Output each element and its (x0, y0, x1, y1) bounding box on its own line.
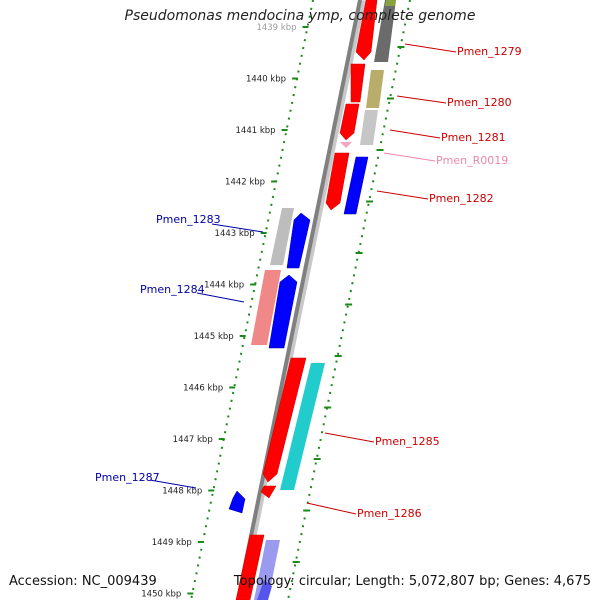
label-line-1287 (149, 479, 197, 489)
tick-label: 1439 kbp (256, 23, 296, 33)
cog-bar-top[interactable] (385, 0, 396, 6)
gene-pmen-1287[interactable] (228, 490, 246, 514)
gene-pmen-1282[interactable] (325, 152, 350, 211)
tick-label: 1447 kbp (173, 435, 213, 445)
cog-bar-1279[interactable] (374, 0, 396, 62)
label-line-1279 (404, 43, 457, 53)
cog-bar-bottom[interactable] (254, 540, 280, 600)
label-pmen-1279[interactable]: Pmen_1279 (457, 45, 522, 58)
gene-pmen-1281[interactable] (339, 103, 360, 141)
gene-pmen-r0019[interactable] (340, 142, 352, 148)
tick-label: 1448 kbp (162, 487, 202, 497)
cog-bar-1284[interactable] (251, 270, 281, 345)
label-line-1284 (196, 292, 245, 303)
tick-label: 1450 kbp (141, 590, 181, 600)
gene-pmen-1286[interactable] (260, 485, 277, 499)
label-pmen-1285[interactable]: Pmen_1285 (375, 435, 440, 448)
cog-bar-1285[interactable] (280, 363, 325, 490)
label-pmen-1286[interactable]: Pmen_1286 (357, 507, 422, 520)
genome-summary-text: Topology: circular; Length: 5,072,807 bp… (233, 574, 591, 589)
label-layer: Pmen_1279 Pmen_1280 Pmen_1281 Pmen_R0019… (95, 43, 522, 520)
label-pmen-1282[interactable]: Pmen_1282 (429, 192, 494, 205)
label-pmen-1284[interactable]: Pmen_1284 (140, 283, 205, 296)
tick-label: 1449 kbp (152, 538, 192, 548)
label-pmen-1283[interactable]: Pmen_1283 (156, 213, 221, 226)
label-pmen-1280[interactable]: Pmen_1280 (447, 96, 512, 109)
gene-pmen-1285[interactable] (262, 357, 307, 483)
tick-label: 1443 kbp (215, 229, 255, 239)
gene-pmen-1284[interactable] (268, 274, 298, 349)
tick-label: 1441 kbp (236, 126, 276, 136)
map-title: Pseudomonas mendocina ymp, complete geno… (124, 8, 476, 24)
tick-label: 1440 kbp (246, 75, 286, 85)
gene-pmen-1279[interactable] (355, 0, 378, 61)
backbone (236, 0, 362, 600)
label-line-1286 (306, 502, 357, 515)
label-line-1281 (389, 129, 441, 139)
tick-label: 1444 kbp (204, 281, 244, 291)
cog-bar-1283[interactable] (270, 208, 294, 265)
gene-forward-bottom[interactable] (235, 534, 265, 600)
label-pmen-1287[interactable]: Pmen_1287 (95, 471, 160, 484)
tick-label: 1446 kbp (183, 384, 223, 394)
accession-text: Accession: NC_009439 (9, 574, 157, 589)
cog-bar-1280[interactable] (366, 70, 384, 108)
label-line-1283 (211, 223, 264, 233)
gene-pmen-1280[interactable] (350, 63, 366, 103)
label-line-r0019 (383, 152, 436, 162)
label-line-1285 (324, 432, 375, 443)
tick-label: 1445 kbp (194, 332, 234, 342)
label-pmen-1281[interactable]: Pmen_1281 (441, 131, 506, 144)
tick-track-inner (190, 0, 314, 600)
gene-reverse-bottom[interactable] (257, 580, 272, 600)
tick-layer: 1439 kbp 1440 kbp 1441 kbp 1442 kbp 1443 kbp… (141, 0, 411, 600)
label-line-1280 (396, 95, 447, 104)
cog-bar-1281[interactable] (360, 110, 378, 145)
gene-pmen-1282-rev[interactable] (343, 156, 369, 215)
label-pmen-r0019[interactable]: Pmen_R0019 (436, 154, 508, 167)
gene-pmen-1283[interactable] (286, 212, 311, 269)
feature-layer (228, 0, 396, 600)
label-line-1282 (376, 190, 429, 200)
tick-label: 1442 kbp (225, 178, 265, 188)
